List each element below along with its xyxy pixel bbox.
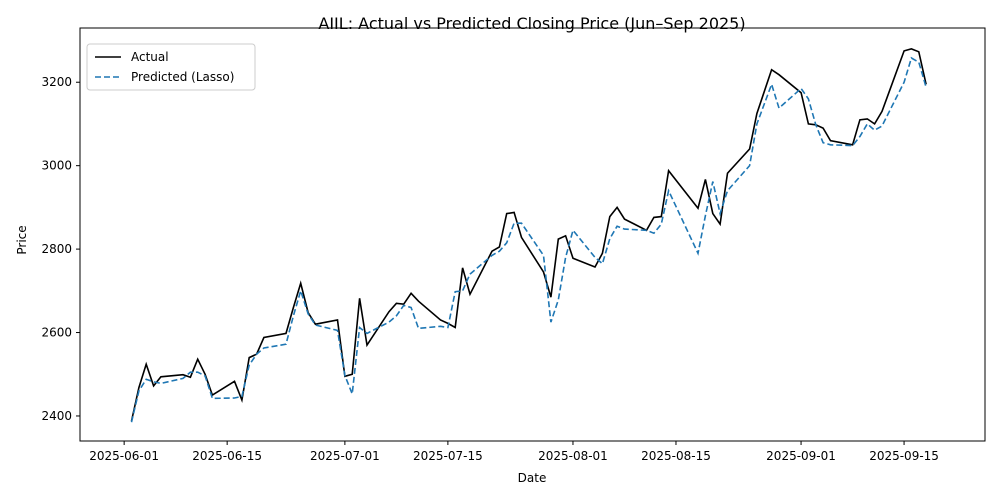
y-axis-label: Price xyxy=(15,225,29,254)
x-tick-label: 2025-08-15 xyxy=(641,449,711,463)
y-axis: 2400 2600 2800 3000 3200 xyxy=(41,75,80,423)
y-tick-label: 3200 xyxy=(41,75,72,89)
chart-title: AIIL: Actual vs Predicted Closing Price … xyxy=(318,14,745,33)
legend-label: Actual xyxy=(131,50,169,64)
x-tick-label: 2025-09-15 xyxy=(869,449,939,463)
x-tick-label: 2025-06-01 xyxy=(89,449,159,463)
series-line-actual xyxy=(130,48,927,422)
plot-lines xyxy=(130,48,927,423)
x-tick-label: 2025-07-01 xyxy=(310,449,380,463)
x-tick-label: 2025-09-01 xyxy=(766,449,836,463)
legend-label: Predicted (Lasso) xyxy=(131,70,234,84)
y-tick-label: 2600 xyxy=(41,326,72,340)
plot-frame xyxy=(79,27,986,442)
x-tick-label: 2025-08-01 xyxy=(538,449,608,463)
y-tick-label: 3000 xyxy=(41,159,72,173)
x-tick-label: 2025-07-15 xyxy=(413,449,483,463)
legend-box xyxy=(86,43,256,91)
legend: Actual Predicted (Lasso) xyxy=(86,43,256,91)
y-tick-label: 2800 xyxy=(41,242,72,256)
x-tick-label: 2025-06-15 xyxy=(192,449,262,463)
x-axis-label: Date xyxy=(518,471,547,485)
y-tick-label: 2400 xyxy=(41,409,72,423)
series-line-predicted xyxy=(130,56,927,423)
x-axis: 2025-06-01 2025-06-15 2025-07-01 2025-07-15… xyxy=(89,441,939,463)
